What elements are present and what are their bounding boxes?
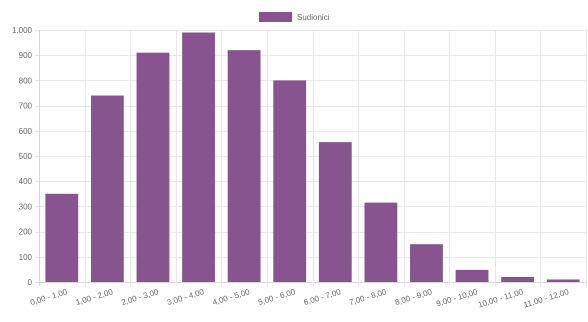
x-tick-label: 8,00 - 9,00 — [394, 287, 434, 307]
x-tick-label: 7,00 - 8,00 — [348, 287, 388, 307]
bar-series — [45, 32, 580, 283]
y-tick-label: 700 — [19, 102, 33, 111]
bar-9[interactable] — [410, 244, 443, 282]
x-tick-label: 1,00 - 2,00 — [75, 287, 115, 307]
x-tick-label: 0,00 - 1,00 — [29, 287, 69, 307]
bar-2[interactable] — [90, 95, 124, 283]
bar-8[interactable] — [364, 202, 398, 282]
y-tick-label: 200 — [19, 228, 33, 237]
bar-1[interactable] — [45, 193, 79, 282]
y-axis-ticks: 0 100 200 300 400 500 600 700 800 900 1.000 — [12, 26, 33, 287]
bar-4[interactable] — [182, 32, 215, 282]
chart-legend[interactable]: Sudionici — [259, 12, 330, 22]
x-tick-label: 3,00 - 4,00 — [166, 287, 206, 307]
x-axis-ticks: 0,00 - 1,00 1,00 - 2,00 2,00 - 3,00 3,00 - … — [29, 287, 570, 309]
y-tick-label: 800 — [19, 76, 33, 85]
x-tick-label: 10,00 - 11,00 — [477, 287, 525, 309]
y-tick-label: 600 — [19, 127, 33, 136]
y-tick-label: 400 — [19, 177, 33, 186]
y-tick-label: 900 — [19, 51, 33, 60]
bar-12[interactable] — [546, 279, 580, 282]
y-tick-label: 1.000 — [12, 26, 33, 35]
legend-label-sudionici: Sudionici — [297, 13, 330, 22]
bar-5[interactable] — [227, 50, 261, 282]
y-tick-label: 300 — [19, 202, 33, 211]
bar-11[interactable] — [501, 276, 535, 282]
bar-3[interactable] — [136, 52, 170, 283]
x-tick-label: 2,00 - 3,00 — [120, 287, 160, 307]
x-tick-label: 4,00 - 5,00 — [211, 287, 251, 307]
y-tick-label: 0 — [28, 278, 33, 287]
bar-10[interactable] — [455, 269, 489, 282]
x-tick-label: 9,00 - 10,00 — [435, 287, 479, 308]
bar-7[interactable] — [318, 142, 352, 282]
chart-grid — [35, 30, 587, 286]
x-tick-label: 11,00 - 12,00 — [523, 287, 571, 309]
y-tick-label: 100 — [19, 253, 33, 262]
legend-swatch-sudionici — [259, 12, 292, 22]
bar-6[interactable] — [273, 80, 307, 283]
x-tick-label: 6,00 - 7,00 — [303, 287, 343, 307]
x-tick-label: 5,00 - 6,00 — [257, 287, 297, 307]
y-tick-label: 500 — [19, 152, 33, 161]
